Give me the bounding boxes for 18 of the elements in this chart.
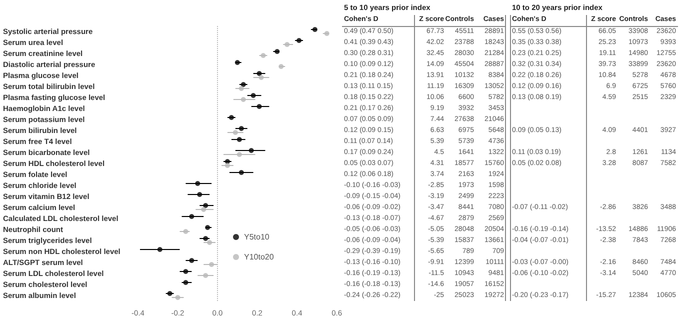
point <box>189 258 194 263</box>
point <box>248 148 254 153</box>
point <box>238 170 244 175</box>
legend-label: Y5to10 <box>244 232 270 242</box>
point <box>189 214 194 219</box>
point <box>236 137 242 142</box>
point <box>197 192 202 197</box>
point <box>183 269 188 274</box>
point <box>195 181 200 186</box>
point <box>203 236 208 241</box>
point <box>203 203 208 208</box>
point <box>157 247 162 252</box>
legend-label: Y10to20 <box>244 252 274 262</box>
point <box>256 71 262 76</box>
point <box>238 126 244 131</box>
point <box>256 104 262 109</box>
point <box>183 280 188 285</box>
point <box>250 93 256 98</box>
